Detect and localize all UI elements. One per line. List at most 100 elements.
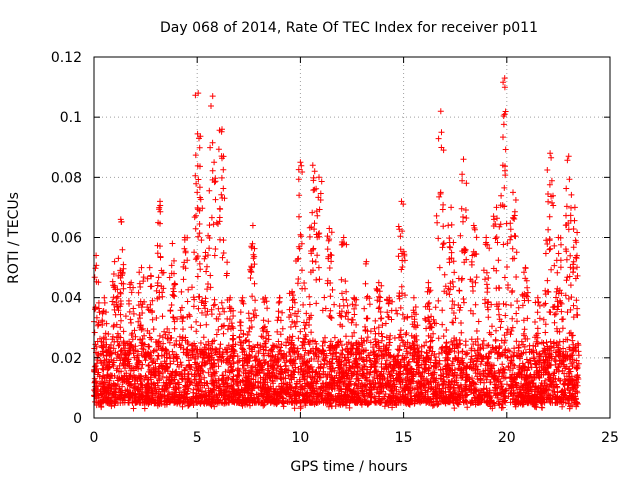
data-point: [252, 307, 258, 314]
data-point: [208, 214, 215, 221]
data-point: [547, 245, 554, 252]
data-point: [101, 299, 108, 306]
data-point: [359, 365, 365, 371]
data-point: [128, 289, 135, 296]
data-point: [237, 339, 244, 346]
data-point: [141, 405, 148, 412]
data-point: [433, 212, 440, 219]
data-point: [505, 347, 512, 354]
data-point: [248, 364, 255, 371]
data-point: [552, 358, 559, 365]
data-point: [216, 345, 223, 352]
data-point: [545, 362, 552, 368]
data-point: [313, 276, 320, 283]
data-point: [502, 146, 509, 153]
data-point: [545, 198, 552, 205]
data-point: [206, 245, 213, 252]
data-point: [301, 376, 308, 383]
data-point: [246, 328, 252, 335]
data-point: [299, 285, 306, 292]
data-point: [572, 388, 579, 395]
data-point: [213, 219, 220, 226]
data-point: [501, 369, 508, 376]
data-point: [566, 368, 573, 375]
data-point: [496, 401, 503, 408]
data-point: [161, 328, 168, 335]
data-point: [292, 323, 299, 330]
data-point: [518, 338, 525, 345]
data-point: [475, 342, 482, 349]
data-point: [457, 340, 464, 347]
data-point: [498, 192, 505, 199]
data-point: [371, 355, 378, 362]
data-point: [161, 401, 168, 408]
data-point: [217, 341, 224, 348]
data-point: [540, 356, 547, 363]
data-point: [574, 305, 581, 312]
data-point: [155, 274, 162, 281]
data-point: [348, 350, 355, 357]
data-point: [103, 349, 110, 356]
data-point: [502, 312, 509, 319]
data-point: [504, 381, 510, 388]
data-points: [91, 75, 582, 412]
data-point: [188, 324, 195, 331]
data-point: [462, 207, 469, 213]
data-point: [442, 357, 449, 364]
data-point: [325, 403, 332, 410]
data-point: [515, 345, 522, 351]
data-point: [563, 277, 570, 284]
data-point: [122, 313, 129, 320]
data-point: [546, 350, 553, 357]
data-point: [440, 240, 447, 247]
data-point: [394, 346, 401, 353]
data-point: [556, 338, 563, 345]
data-point: [507, 226, 514, 233]
data-point: [573, 365, 580, 372]
data-point: [560, 345, 567, 352]
data-point: [575, 352, 582, 359]
data-point: [477, 361, 484, 368]
data-point: [114, 377, 121, 384]
data-point: [394, 310, 401, 317]
data-point: [541, 301, 547, 308]
data-point: [152, 372, 158, 379]
data-point: [210, 381, 217, 388]
data-point: [472, 370, 479, 377]
data-point: [468, 261, 475, 268]
data-point: [291, 405, 298, 412]
data-point: [220, 330, 227, 337]
data-point: [223, 349, 230, 356]
data-point: [317, 363, 324, 370]
data-point: [566, 176, 573, 183]
data-point: [296, 213, 302, 220]
data-point: [387, 352, 394, 359]
data-point: [331, 385, 338, 392]
data-point: [145, 363, 152, 369]
data-point: [563, 203, 570, 210]
data-point: [498, 351, 505, 358]
data-point: [200, 334, 207, 341]
data-point: [180, 326, 186, 333]
data-point: [451, 269, 458, 276]
data-point: [439, 321, 446, 328]
data-point: [552, 349, 559, 356]
data-point: [128, 381, 135, 388]
data-point: [265, 367, 272, 374]
data-point: [156, 370, 163, 377]
data-point: [501, 203, 508, 210]
data-point: [315, 264, 322, 271]
data-point: [542, 300, 549, 307]
data-point: [116, 362, 123, 369]
data-point: [272, 353, 279, 360]
data-point: [351, 311, 358, 318]
data-point: [487, 379, 494, 386]
data-point: [184, 298, 191, 305]
data-point: [236, 368, 243, 375]
data-point: [300, 301, 307, 308]
data-point: [177, 344, 184, 351]
data-point: [297, 369, 304, 376]
data-point: [126, 300, 132, 307]
data-point: [301, 352, 308, 358]
